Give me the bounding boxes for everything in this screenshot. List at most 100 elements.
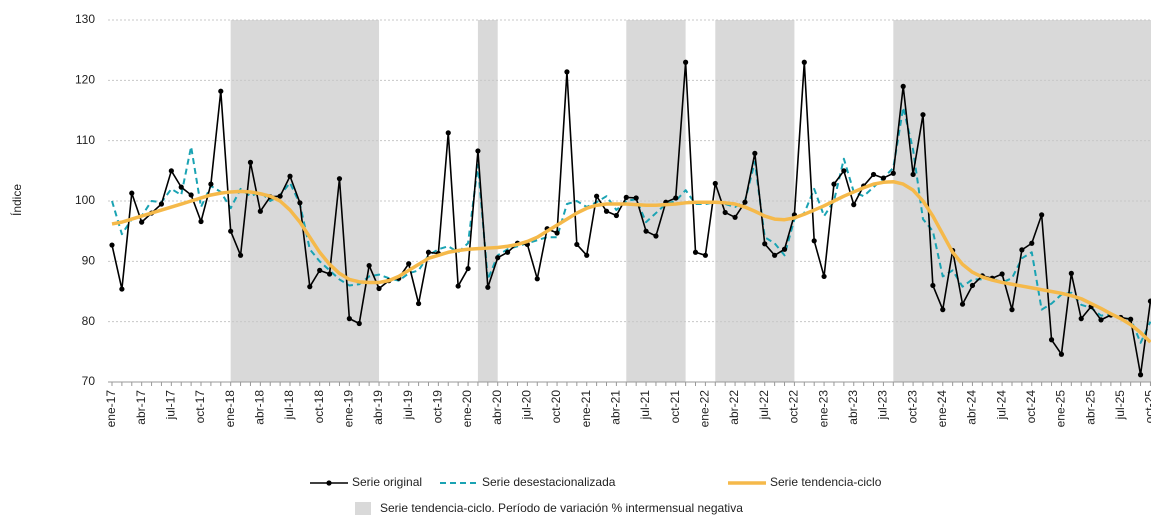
data-point bbox=[692, 249, 699, 255]
data-point bbox=[1098, 317, 1104, 323]
data-point bbox=[584, 252, 590, 258]
data-point bbox=[752, 150, 758, 156]
x-tick-label: oct-25 bbox=[1143, 390, 1151, 424]
x-tick-label: ene-18 bbox=[223, 390, 237, 428]
data-point bbox=[880, 175, 887, 181]
data-point bbox=[158, 201, 165, 207]
data-point bbox=[277, 193, 283, 199]
data-point bbox=[969, 282, 976, 289]
x-tick-label: oct-19 bbox=[431, 390, 445, 424]
x-tick-label: jul-19 bbox=[401, 390, 415, 421]
data-point bbox=[1137, 372, 1144, 378]
data-point bbox=[564, 69, 570, 75]
data-point bbox=[218, 88, 224, 94]
data-point bbox=[485, 284, 491, 290]
data-point bbox=[346, 316, 352, 322]
data-point bbox=[475, 148, 481, 154]
data-point bbox=[1029, 240, 1035, 246]
data-point bbox=[228, 228, 234, 234]
x-tick-label: abr-18 bbox=[253, 390, 267, 425]
data-point bbox=[237, 252, 244, 258]
data-point bbox=[445, 130, 451, 136]
data-point bbox=[208, 181, 214, 187]
data-point bbox=[1068, 270, 1074, 276]
data-point bbox=[326, 271, 333, 277]
data-point bbox=[1147, 298, 1151, 304]
data-point bbox=[1019, 247, 1025, 253]
data-point bbox=[425, 249, 432, 255]
data-point bbox=[307, 284, 313, 290]
data-point bbox=[594, 193, 600, 199]
data-point bbox=[495, 255, 501, 261]
data-point bbox=[376, 285, 382, 292]
data-point bbox=[683, 59, 689, 65]
data-point bbox=[841, 168, 847, 174]
data-point bbox=[930, 282, 936, 289]
x-tick-label: ene-24 bbox=[935, 390, 949, 428]
y-tick-label: 80 bbox=[82, 314, 96, 328]
data-point bbox=[613, 212, 619, 219]
data-point bbox=[119, 286, 125, 292]
y-tick-label: 90 bbox=[82, 254, 96, 268]
data-point bbox=[505, 249, 511, 255]
x-tick-label: abr-25 bbox=[1083, 390, 1097, 425]
data-point bbox=[910, 171, 916, 178]
x-tick-label: jul-17 bbox=[164, 390, 178, 421]
legend-label: Serie tendencia-ciclo. Período de variac… bbox=[380, 501, 743, 515]
data-point bbox=[831, 181, 837, 187]
x-tick-label: jul-24 bbox=[994, 390, 1008, 421]
data-point bbox=[732, 214, 738, 220]
data-point bbox=[673, 195, 679, 201]
data-point bbox=[959, 301, 966, 307]
data-point bbox=[712, 180, 718, 187]
x-tick-label: ene-17 bbox=[104, 390, 118, 428]
x-tick-label: jul-18 bbox=[282, 390, 296, 421]
data-point bbox=[465, 265, 471, 272]
data-point bbox=[1039, 212, 1045, 218]
x-tick-label: jul-21 bbox=[638, 390, 652, 421]
data-point bbox=[1048, 337, 1055, 343]
data-point bbox=[623, 194, 629, 200]
data-point bbox=[188, 192, 194, 198]
data-point bbox=[574, 241, 580, 248]
legend-label: Serie tendencia-ciclo bbox=[770, 475, 882, 489]
x-tick-label: oct-21 bbox=[668, 390, 682, 424]
x-tick-label: abr-24 bbox=[965, 390, 979, 425]
data-point bbox=[554, 230, 560, 236]
data-point bbox=[920, 112, 926, 118]
data-point bbox=[762, 241, 768, 247]
x-tick-label: abr-19 bbox=[371, 390, 385, 425]
x-tick-label: jul-23 bbox=[876, 390, 890, 421]
data-point bbox=[168, 168, 174, 174]
data-point bbox=[287, 173, 293, 179]
data-point bbox=[851, 202, 857, 208]
x-tick-label: abr-20 bbox=[490, 390, 504, 425]
series-line bbox=[111, 179, 1151, 344]
data-point bbox=[999, 271, 1005, 277]
data-point bbox=[178, 184, 184, 190]
data-point bbox=[415, 300, 422, 307]
x-tick-label: oct-17 bbox=[193, 390, 207, 424]
y-tick-label: 110 bbox=[76, 133, 95, 147]
data-point bbox=[722, 209, 728, 216]
data-point bbox=[1058, 351, 1065, 357]
x-tick-label: ene-20 bbox=[460, 390, 474, 428]
x-tick-label: abr-17 bbox=[134, 390, 148, 425]
y-tick-label: 130 bbox=[75, 12, 95, 26]
data-point bbox=[653, 233, 659, 239]
data-point bbox=[139, 219, 145, 225]
data-point bbox=[801, 59, 807, 65]
x-tick-label: jul-25 bbox=[1113, 390, 1127, 421]
legend-marker bbox=[326, 480, 332, 486]
x-tick-label: jul-20 bbox=[520, 390, 534, 421]
x-tick-label: ene-21 bbox=[579, 390, 593, 428]
y-tick-label: 120 bbox=[75, 73, 95, 87]
x-tick-label: abr-21 bbox=[609, 390, 623, 425]
x-tick-label: ene-22 bbox=[698, 390, 712, 428]
data-point bbox=[742, 199, 748, 205]
x-tick-label: ene-25 bbox=[1054, 390, 1068, 428]
x-tick-label: oct-24 bbox=[1024, 390, 1038, 424]
x-tick-label: oct-20 bbox=[549, 390, 563, 424]
y-axis-label: Índice bbox=[9, 184, 24, 216]
